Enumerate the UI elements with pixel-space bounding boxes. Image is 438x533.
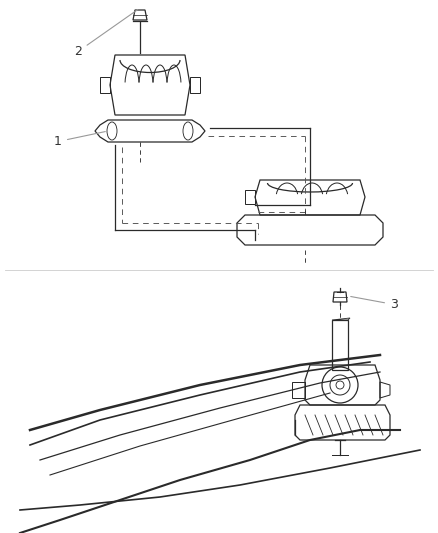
Text: 2: 2 (74, 10, 138, 58)
Text: 1: 1 (54, 132, 105, 148)
Text: 3: 3 (351, 296, 398, 311)
